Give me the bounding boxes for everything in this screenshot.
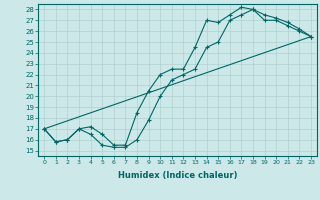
X-axis label: Humidex (Indice chaleur): Humidex (Indice chaleur) xyxy=(118,171,237,180)
